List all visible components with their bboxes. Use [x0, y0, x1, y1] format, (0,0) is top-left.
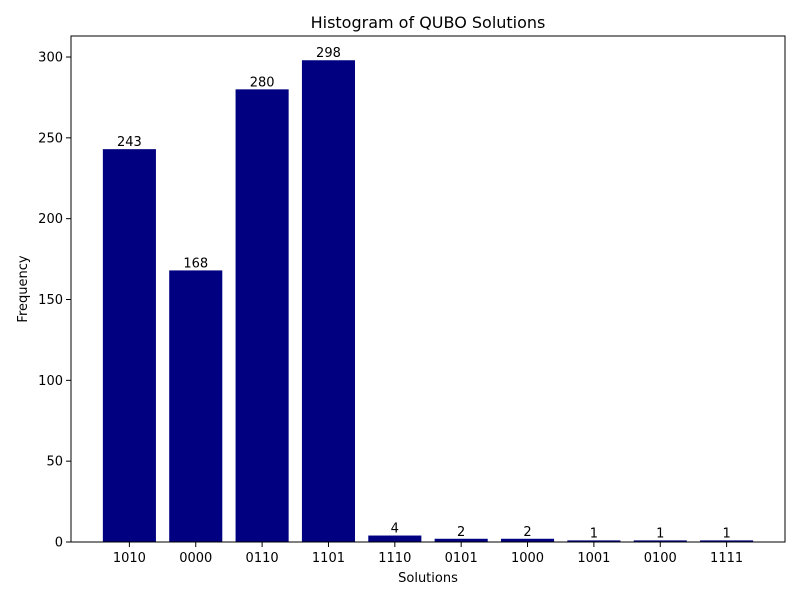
bar-0101 — [434, 538, 488, 542]
data-label-0000: 168 — [183, 256, 208, 271]
x-tick-label-0100: 0100 — [644, 551, 677, 566]
data-label-1000: 2 — [523, 525, 531, 540]
y-tick-label-100: 100 — [38, 374, 63, 389]
x-tick-label-1110: 1110 — [378, 551, 411, 566]
x-tick-label-1010: 1010 — [113, 551, 146, 566]
bar-1010 — [102, 149, 156, 542]
y-axis-label: Frequency — [16, 255, 31, 322]
y-tick-label-300: 300 — [38, 51, 63, 66]
y-tick-label-200: 200 — [38, 212, 63, 227]
x-tick-label-0110: 0110 — [246, 551, 279, 566]
y-tick-label-50: 50 — [46, 455, 63, 470]
y-tick-label-250: 250 — [38, 131, 63, 146]
x-axis: 1010 0000 0110 1101 1110 0101 1000 1001 0100 1111 — [113, 542, 743, 566]
x-axis-label: Solutions — [398, 571, 458, 586]
y-tick-label-0: 0 — [55, 536, 63, 551]
y-axis: 0 50 100 150 200 250 300 — [38, 51, 71, 551]
bar-1101 — [301, 60, 356, 542]
x-tick-label-0101: 0101 — [445, 551, 478, 566]
data-label-1010: 243 — [117, 135, 142, 150]
bar-1110 — [368, 535, 422, 542]
x-tick-label-0000: 0000 — [179, 551, 212, 566]
bar-0000 — [169, 270, 223, 542]
data-label-1111: 1 — [722, 526, 730, 541]
bars-group — [102, 60, 754, 543]
data-label-1110: 4 — [391, 522, 399, 537]
data-label-0100: 1 — [656, 526, 664, 541]
x-tick-label-1000: 1000 — [511, 551, 544, 566]
data-label-1101: 298 — [316, 46, 341, 61]
x-tick-label-1001: 1001 — [577, 551, 610, 566]
x-tick-label-1111: 1111 — [710, 551, 743, 566]
bar-1000 — [500, 538, 555, 542]
data-label-0101: 2 — [457, 525, 465, 540]
bar-0110 — [235, 89, 289, 543]
plot-frame — [70, 35, 786, 543]
data-label-0110: 280 — [250, 75, 275, 90]
bar-1111 — [700, 540, 754, 542]
y-tick-label-150: 150 — [38, 293, 63, 308]
bar-0100 — [633, 540, 687, 542]
data-labels-group: 243 168 280 298 4 2 2 1 1 1 — [117, 46, 731, 541]
bar-1001 — [567, 540, 621, 542]
data-label-1001: 1 — [590, 526, 598, 541]
chart-title: Histogram of QUBO Solutions — [311, 13, 546, 32]
x-tick-label-1101: 1101 — [312, 551, 345, 566]
